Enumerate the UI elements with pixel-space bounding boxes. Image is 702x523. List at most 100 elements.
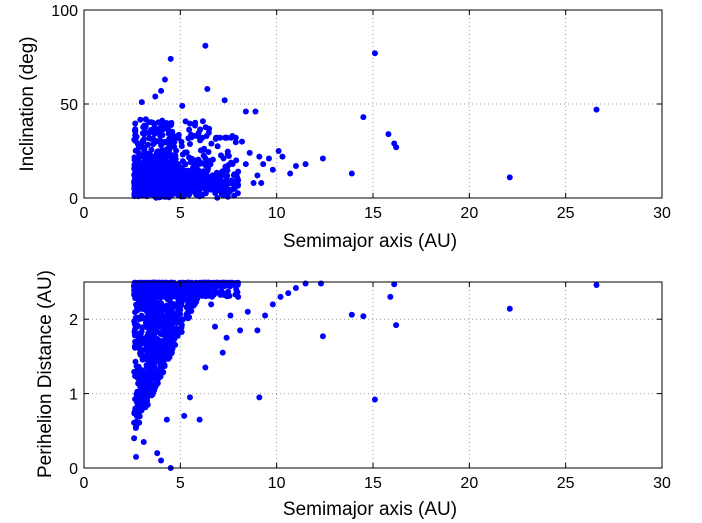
data-point xyxy=(219,349,226,356)
data-point xyxy=(168,349,175,356)
data-point xyxy=(360,313,367,320)
data-point xyxy=(163,416,170,423)
data-point xyxy=(292,163,299,170)
data-point xyxy=(183,149,190,156)
data-point xyxy=(269,166,276,173)
x-tick-label: 25 xyxy=(557,475,575,492)
data-point xyxy=(174,302,181,309)
data-point xyxy=(139,367,146,374)
data-point xyxy=(269,301,276,308)
data-point xyxy=(136,394,143,401)
data-point xyxy=(141,122,148,129)
data-point xyxy=(213,134,220,141)
data-point xyxy=(148,353,155,360)
data-point xyxy=(169,321,175,328)
data-point xyxy=(177,298,184,305)
data-point xyxy=(132,132,139,139)
data-point xyxy=(137,142,144,149)
data-point xyxy=(160,178,167,185)
data-point xyxy=(145,369,152,376)
data-point xyxy=(252,108,259,115)
data-point xyxy=(185,185,192,192)
data-point xyxy=(150,306,156,313)
data-point xyxy=(215,187,222,194)
data-point xyxy=(159,347,166,354)
data-point xyxy=(184,313,191,319)
x-tick-label: 25 xyxy=(557,205,575,222)
data-point xyxy=(197,126,204,133)
data-point xyxy=(207,157,214,164)
data-point xyxy=(150,297,157,304)
data-point xyxy=(223,334,230,341)
data-point xyxy=(216,290,223,296)
data-point xyxy=(348,311,355,318)
data-point xyxy=(147,361,154,368)
data-point xyxy=(178,180,185,187)
data-point xyxy=(250,179,257,186)
data-point xyxy=(164,313,171,320)
data-point xyxy=(134,285,141,292)
data-point xyxy=(197,137,204,144)
data-point xyxy=(151,339,158,346)
data-point xyxy=(277,293,284,300)
data-point xyxy=(227,312,234,319)
data-point xyxy=(190,302,197,309)
data-point xyxy=(161,76,168,83)
data-point xyxy=(212,289,219,296)
data-point xyxy=(131,435,138,442)
data-point xyxy=(256,394,263,401)
data-point xyxy=(144,308,151,315)
data-point xyxy=(208,179,215,186)
data-point xyxy=(163,124,169,131)
data-point xyxy=(265,155,272,162)
data-point xyxy=(190,188,197,194)
data-point xyxy=(140,355,147,362)
x-tick-label: 30 xyxy=(653,205,671,222)
data-point xyxy=(146,378,153,385)
data-point xyxy=(235,168,242,175)
data-point xyxy=(143,168,150,175)
data-point xyxy=(158,309,165,316)
data-point xyxy=(158,329,165,336)
data-point xyxy=(161,361,168,368)
data-point xyxy=(194,292,200,299)
data-point xyxy=(171,139,178,146)
data-point xyxy=(178,143,185,150)
data-point xyxy=(205,149,212,155)
data-point xyxy=(393,322,400,329)
data-point xyxy=(158,366,165,373)
data-point xyxy=(181,169,187,176)
data-point xyxy=(227,180,234,187)
data-point xyxy=(145,388,152,395)
x-tick-label: 10 xyxy=(268,205,286,222)
data-point xyxy=(202,364,209,371)
data-point xyxy=(169,131,176,138)
data-point xyxy=(157,129,164,136)
x-tick-label: 20 xyxy=(460,475,478,492)
data-point xyxy=(279,153,286,160)
data-point xyxy=(173,172,180,179)
data-point xyxy=(136,162,142,169)
data-point xyxy=(179,102,186,109)
data-point xyxy=(186,126,193,133)
data-point xyxy=(144,181,150,188)
data-point xyxy=(226,292,233,299)
y-tick-label: 1 xyxy=(69,387,78,404)
data-point xyxy=(204,85,211,92)
data-point xyxy=(133,453,140,460)
data-point xyxy=(138,407,145,414)
data-point xyxy=(152,155,159,162)
data-point xyxy=(143,285,150,292)
data-point xyxy=(159,165,166,172)
data-point xyxy=(208,140,215,147)
data-point xyxy=(134,322,141,328)
data-point xyxy=(131,332,138,339)
data-point xyxy=(222,134,229,141)
data-point xyxy=(147,343,154,350)
data-point xyxy=(287,170,294,177)
data-point xyxy=(144,401,151,408)
data-point xyxy=(196,183,203,190)
data-point xyxy=(165,139,172,146)
data-point xyxy=(183,293,190,300)
data-point xyxy=(593,281,600,288)
